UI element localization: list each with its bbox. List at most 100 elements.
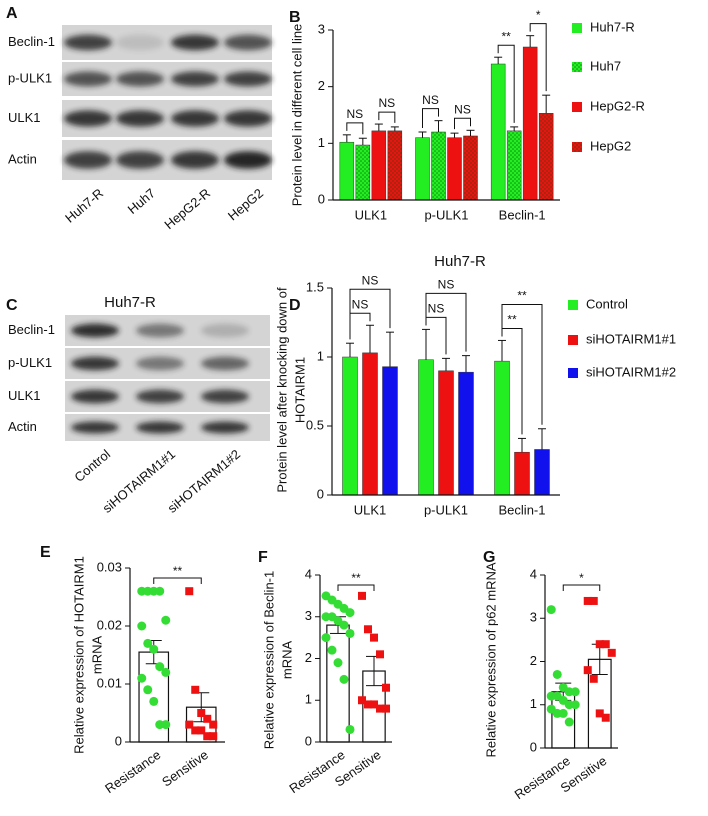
data-point <box>358 591 366 600</box>
significance-bracket <box>153 577 202 584</box>
blot-lane-label: HepG2-R <box>161 185 213 232</box>
error-bar <box>434 120 443 132</box>
data-point <box>197 709 206 717</box>
data-point <box>161 615 171 625</box>
y-axis-label: Protein level after knocking down of <box>274 287 289 493</box>
blot-band <box>201 356 249 371</box>
data-point <box>601 640 610 649</box>
data-point <box>345 628 355 638</box>
data-point <box>197 726 206 735</box>
blot-band <box>136 389 184 404</box>
significance-bracket <box>454 117 471 130</box>
error-bar <box>510 126 519 131</box>
y-tick-label: 0.01 <box>97 675 122 690</box>
blot-band <box>171 71 219 87</box>
data-point <box>339 620 349 630</box>
significance-bracket <box>422 108 439 128</box>
data-point <box>558 708 568 718</box>
bar <box>387 130 403 201</box>
significance-label: * <box>536 8 541 22</box>
panel-letter: F <box>258 549 268 566</box>
blot-band <box>71 421 119 434</box>
significance-label: ** <box>517 289 527 303</box>
significance-label: ** <box>173 564 183 578</box>
data-point <box>382 683 390 692</box>
data-point <box>370 700 378 709</box>
blot-band <box>71 323 119 338</box>
data-point <box>376 650 384 659</box>
bar <box>534 449 550 496</box>
data-point <box>143 638 153 648</box>
significance-bracket <box>529 23 547 92</box>
significance-bracket <box>346 122 364 135</box>
data-point <box>143 685 153 695</box>
legend-label: Control <box>586 296 628 311</box>
error-bar <box>462 355 470 373</box>
blot-band <box>116 34 164 51</box>
y-axis-label: HOTAIRM1 <box>292 357 307 423</box>
blot-row-label: Actin <box>8 151 37 166</box>
data-point <box>345 608 355 618</box>
blot-band <box>171 110 219 127</box>
blot-band <box>201 389 249 404</box>
error-bar <box>342 134 351 143</box>
significance-bracket <box>501 303 543 425</box>
error-bar <box>366 324 374 353</box>
data-point <box>161 667 171 677</box>
blot-band <box>64 34 112 51</box>
blot-lane-label: Control <box>71 446 113 484</box>
data-point <box>191 685 200 694</box>
data-point <box>583 666 592 675</box>
error-bar <box>542 94 551 114</box>
bar <box>418 359 434 496</box>
bar <box>371 130 387 201</box>
blot-band <box>224 151 272 169</box>
data-point <box>333 658 343 668</box>
y-tick-label: 2 <box>305 650 312 665</box>
y-tick-label: 0.02 <box>97 617 122 632</box>
significance-bracket <box>349 312 371 340</box>
data-point <box>203 732 212 741</box>
error-bar <box>390 126 399 131</box>
significance-label: NS <box>346 107 363 121</box>
y-tick-label: 1 <box>317 348 324 363</box>
bar <box>514 451 530 496</box>
legend-label: siHOTAIRM1#1 <box>586 331 676 346</box>
bar <box>362 352 378 496</box>
bar <box>431 131 446 201</box>
error-bar <box>450 132 459 138</box>
blot-band <box>171 34 219 51</box>
x-tick-label: p-ULK1 <box>424 207 468 222</box>
significance-bracket <box>497 44 515 123</box>
legend-swatch <box>572 142 582 152</box>
bar <box>458 371 474 496</box>
blot-band <box>136 356 184 371</box>
data-point <box>149 696 159 706</box>
data-point <box>364 625 372 634</box>
error-bar <box>494 56 503 64</box>
x-tick-label: p-ULK1 <box>424 502 468 517</box>
y-tick-label: 0 <box>305 733 312 748</box>
data-point <box>607 648 616 657</box>
blot-band <box>64 151 112 169</box>
bar <box>506 130 522 201</box>
blot-row-label: p-ULK1 <box>8 355 52 370</box>
blot-lane-label: Huh7 <box>125 185 158 216</box>
data-point <box>570 687 580 697</box>
error-bar <box>358 137 367 146</box>
significance-bracket <box>425 316 447 355</box>
blot-band <box>224 34 272 51</box>
y-tick-label: 1 <box>318 135 325 150</box>
data-point <box>552 669 562 679</box>
x-tick-label: ULK1 <box>355 207 388 222</box>
legend-label: siHOTAIRM1#2 <box>586 364 676 379</box>
blot-band <box>64 71 112 87</box>
error-bar <box>386 331 394 367</box>
data-point <box>209 720 218 729</box>
significance-bracket <box>337 584 375 591</box>
x-tick-label: Sensitive <box>159 747 211 790</box>
data-point <box>191 726 200 735</box>
data-point <box>137 673 147 683</box>
data-point <box>203 714 212 723</box>
bar <box>382 366 398 496</box>
